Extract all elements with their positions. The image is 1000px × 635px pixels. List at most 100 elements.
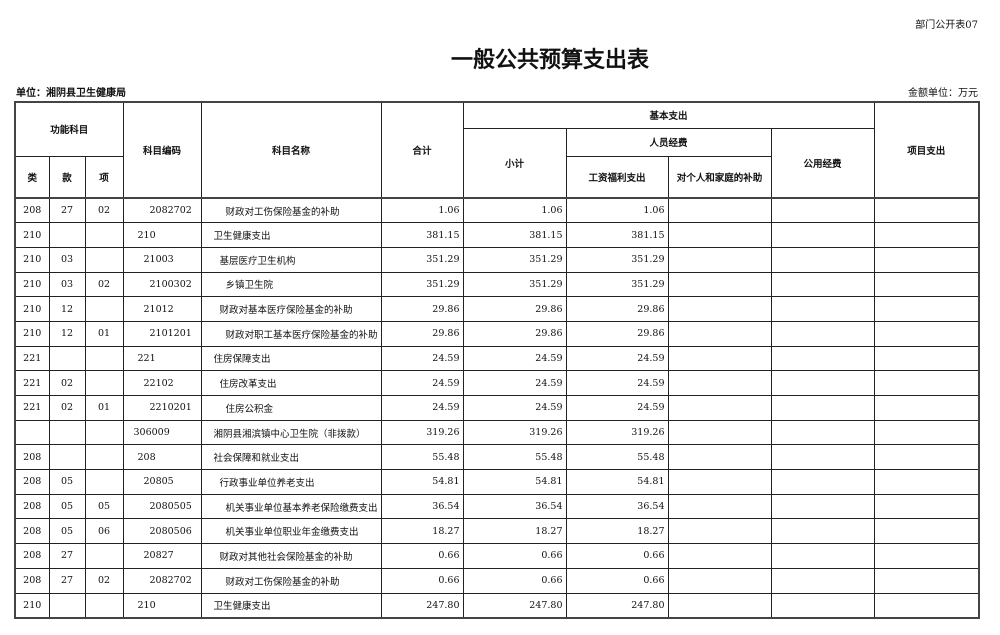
cell-name: 行政事业单位养老支出 <box>200 469 382 495</box>
budget-table: 功能科目 科目编码 科目名称 合计 基本支出 项目支出 小计 人员经费 公用经费… <box>14 101 981 619</box>
table-row: 208 208 社会保障和就业支出 55.48 55.48 55.48 <box>14 444 980 471</box>
cell-total: 29.86 <box>380 320 464 347</box>
cell-project <box>873 370 980 396</box>
cell-name: 财政对基本医疗保险基金的补助 <box>200 296 382 322</box>
cell-name: 基层医疗卫生机构 <box>200 246 382 273</box>
cell-lei: 208 <box>14 493 50 520</box>
cell-code: 210 <box>122 592 202 619</box>
cell-kuan <box>48 222 86 248</box>
cell-kuan: 03 <box>48 246 86 273</box>
cell-public <box>770 419 875 446</box>
cell-project <box>873 197 980 224</box>
cell-name: 湘阴县湘滨镇中心卫生院（非拨款） <box>200 419 382 446</box>
cell-name: 财政对职工基本医疗保险基金的补助 <box>200 320 382 347</box>
cell-lei <box>14 419 50 446</box>
header-kuan: 款 <box>48 155 86 199</box>
cell-subsidy <box>667 197 772 224</box>
cell-subtotal: 0.66 <box>462 543 567 569</box>
cell-total: 24.59 <box>380 345 464 372</box>
cell-lei: 221 <box>14 345 50 372</box>
money-unit-label: 金额单位：万元 <box>908 88 978 99</box>
cell-code: 20827 <box>122 543 202 569</box>
cell-wages: 319.26 <box>565 419 669 446</box>
cell-public <box>770 493 875 520</box>
cell-subtotal: 24.59 <box>462 370 567 396</box>
cell-subsidy <box>667 271 772 298</box>
cell-public <box>770 518 875 545</box>
cell-code: 210 <box>122 222 202 248</box>
cell-code: 2082702 <box>122 567 202 594</box>
cell-total: 24.59 <box>380 370 464 396</box>
cell-name: 财政对工伤保险基金的补助 <box>200 567 382 594</box>
cell-public <box>770 469 875 495</box>
cell-subsidy <box>667 543 772 569</box>
cell-total: 36.54 <box>380 493 464 520</box>
header-public: 公用经费 <box>770 127 875 199</box>
cell-name: 住房改革支出 <box>200 370 382 396</box>
table-row: 306009 湘阴县湘滨镇中心卫生院（非拨款） 319.26 319.26 319.26 <box>14 419 980 446</box>
cell-subtotal: 319.26 <box>462 419 567 446</box>
cell-kuan: 12 <box>48 320 86 347</box>
unit-label: 单位：湘阴县卫生健康局 <box>16 88 126 99</box>
cell-lei: 221 <box>14 370 50 396</box>
header-subtotal: 小计 <box>462 127 567 199</box>
cell-total: 24.59 <box>380 395 464 421</box>
table-row: 208 27 02 2082702 财政对工伤保险基金的补助 0.66 0.66 0.66 <box>14 567 980 594</box>
header-func: 功能科目 <box>14 101 124 157</box>
header-basic: 基本支出 <box>462 101 875 129</box>
cell-wages: 0.66 <box>565 567 669 594</box>
header-xiang: 项 <box>84 155 124 199</box>
cell-xiang <box>84 444 124 471</box>
cell-xiang: 01 <box>84 395 124 421</box>
cell-total: 381.15 <box>380 222 464 248</box>
cell-subsidy <box>667 419 772 446</box>
cell-code: 21012 <box>122 296 202 322</box>
cell-xiang <box>84 469 124 495</box>
cell-subtotal: 247.80 <box>462 592 567 619</box>
cell-subtotal: 1.06 <box>462 197 567 224</box>
cell-lei: 221 <box>14 395 50 421</box>
cell-code: 2080506 <box>122 518 202 545</box>
cell-subsidy <box>667 469 772 495</box>
page-title: 一般公共预算支出表 <box>450 48 649 73</box>
cell-subsidy <box>667 370 772 396</box>
cell-project <box>873 444 980 471</box>
cell-code: 306009 <box>122 419 202 446</box>
header-code: 科目编码 <box>122 101 202 199</box>
cell-code: 2100302 <box>122 271 202 298</box>
table-row: 221 221 住房保障支出 24.59 24.59 24.59 <box>14 345 980 372</box>
header-name: 科目名称 <box>200 101 382 199</box>
cell-kuan <box>48 592 86 619</box>
cell-subtotal: 351.29 <box>462 271 567 298</box>
cell-subtotal: 18.27 <box>462 518 567 545</box>
cell-code: 20805 <box>122 469 202 495</box>
cell-xiang: 06 <box>84 518 124 545</box>
cell-project <box>873 543 980 569</box>
cell-kuan: 05 <box>48 493 86 520</box>
cell-subtotal: 24.59 <box>462 345 567 372</box>
cell-subtotal: 29.86 <box>462 296 567 322</box>
cell-total: 29.86 <box>380 296 464 322</box>
cell-name: 财政对工伤保险基金的补助 <box>200 197 382 224</box>
cell-name: 财政对其他社会保险基金的补助 <box>200 543 382 569</box>
table-row: 210 03 02 2100302 乡镇卫生院 351.29 351.29 351.29 <box>14 271 980 298</box>
cell-xiang: 02 <box>84 271 124 298</box>
cell-kuan <box>48 345 86 372</box>
cell-xiang <box>84 370 124 396</box>
cell-code: 2082702 <box>122 197 202 224</box>
cell-wages: 24.59 <box>565 370 669 396</box>
cell-public <box>770 395 875 421</box>
cell-project <box>873 246 980 273</box>
cell-wages: 29.86 <box>565 296 669 322</box>
cell-name: 社会保障和就业支出 <box>200 444 382 471</box>
cell-subsidy <box>667 296 772 322</box>
cell-kuan: 05 <box>48 469 86 495</box>
cell-name: 住房公积金 <box>200 395 382 421</box>
cell-subsidy <box>667 320 772 347</box>
cell-kuan: 02 <box>48 395 86 421</box>
cell-subtotal: 54.81 <box>462 469 567 495</box>
cell-public <box>770 567 875 594</box>
cell-kuan: 27 <box>48 567 86 594</box>
cell-total: 1.06 <box>380 197 464 224</box>
cell-public <box>770 271 875 298</box>
